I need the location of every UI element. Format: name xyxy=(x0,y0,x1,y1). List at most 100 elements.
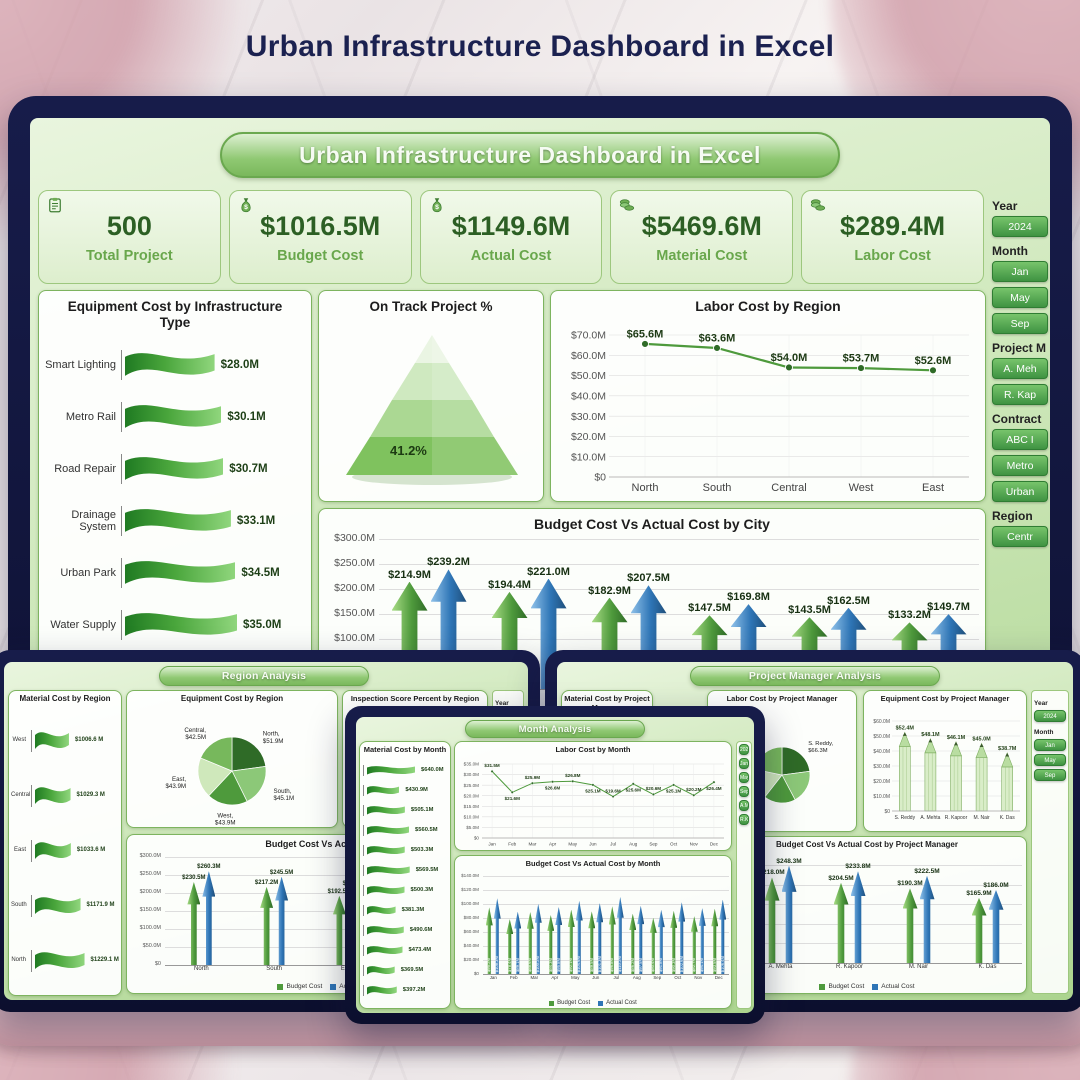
svg-text:$60.0M: $60.0M xyxy=(873,719,890,725)
flag-row: Water Supply $35.0M xyxy=(45,599,307,651)
equipment-pm-panel: Equipment Cost by Project Manager $60.0M… xyxy=(863,690,1027,832)
slicer-button[interactable]: Sep xyxy=(992,313,1048,334)
bar-value-label: $233.8M xyxy=(845,863,871,871)
equipment-region-pie: North,$51.9MSouth,$45.1MWest,$43.9MEast,… xyxy=(165,727,295,825)
svg-text:$0: $0 xyxy=(884,809,890,815)
slicer-button[interactable]: Centr xyxy=(992,526,1048,547)
slicer-button[interactable]: May xyxy=(739,772,749,783)
slicer-button[interactable]: Sep xyxy=(739,786,749,797)
month-analysis-laptop: Month Analysis Material Cost by Month $6… xyxy=(345,706,765,1024)
chart-title: Labor Cost by Project Manager xyxy=(726,694,838,703)
bar-value-label: $88.6M xyxy=(527,958,533,972)
flag-bar xyxy=(363,944,403,956)
y-axis-tick: $100.0M xyxy=(461,901,479,906)
bar-value-label: $143.5M xyxy=(788,604,831,617)
gridline xyxy=(483,876,729,877)
gridline xyxy=(746,923,1022,925)
actual-bar xyxy=(988,890,1004,963)
budget-bar xyxy=(187,882,201,965)
material-flag-rows: $640.0M $430.9M $505.1M $560.5M $503.3M $569.… xyxy=(363,760,448,1000)
flag-bar xyxy=(363,764,415,776)
x-axis-line xyxy=(165,965,517,966)
svg-text:$54.0M: $54.0M xyxy=(771,352,808,364)
gridline xyxy=(746,884,1022,886)
bar-value-label: $82.7M xyxy=(691,958,697,972)
slicer-button[interactable]: May xyxy=(992,287,1048,308)
clipboard-icon xyxy=(46,196,64,219)
kpi-card: $289.4M Labor Cost xyxy=(801,190,984,284)
svg-text:$0: $0 xyxy=(474,836,480,841)
bar-value-label: $94.1M xyxy=(699,958,705,972)
chart-title: Budget Cost Vs Actual Cost by City xyxy=(534,516,770,532)
slicer-button[interactable]: Sep xyxy=(1034,769,1066,781)
flag-row: Central $1029.3 M xyxy=(11,768,119,823)
slicer-label: Year xyxy=(992,199,1018,213)
svg-text:May: May xyxy=(568,842,577,847)
flag-bar xyxy=(363,884,405,896)
flag-row: North $1229.1 M xyxy=(11,933,119,988)
svg-text:Jul: Jul xyxy=(610,842,616,847)
flag-bar xyxy=(363,804,405,816)
svg-text:R. Kapoor: R. Kapoor xyxy=(945,815,968,821)
gridline xyxy=(483,918,729,919)
y-axis-tick: $50.0M xyxy=(142,943,161,950)
bar-value-label: $222.5M xyxy=(914,867,940,875)
legend-swatch xyxy=(549,1000,555,1006)
x-axis-label: Oct xyxy=(674,975,682,980)
flag-row-value: $473.4M xyxy=(408,946,432,953)
slicer-button[interactable]: 2024 xyxy=(992,216,1048,237)
kpi-value: $289.4M xyxy=(840,210,946,241)
actual-bar: $100.2M xyxy=(534,903,542,974)
chart-title: Budget Cost Vs Actual Cost by Project Ma… xyxy=(776,840,958,849)
slicer-button[interactable]: 2024 xyxy=(739,744,749,755)
actual-bar: $102.6M xyxy=(678,902,686,974)
bar-value-label: $102.6M xyxy=(678,955,684,972)
svg-text:Mar: Mar xyxy=(528,842,536,847)
slicer-button[interactable]: Jan xyxy=(1034,739,1066,751)
bar-value-label: $106.4M xyxy=(719,955,725,972)
slicer-button[interactable]: R.K xyxy=(739,814,749,825)
slicer-button[interactable]: A. Meh xyxy=(992,358,1048,379)
kpi-value: 500 xyxy=(106,210,152,241)
gridline xyxy=(483,932,729,933)
bar-value-label: $95.2M xyxy=(486,958,492,972)
actual-bar xyxy=(275,876,289,965)
slicer-button[interactable]: A.M xyxy=(739,800,749,811)
x-axis-label: M. Nair xyxy=(908,964,929,970)
svg-text:$10.0M: $10.0M xyxy=(571,451,606,463)
slicer-button[interactable]: Urban xyxy=(992,481,1048,502)
labor-region-chart-panel: Labor Cost by Region $70.0M $60.0M $50.0M $… xyxy=(550,290,986,502)
flag-row-label: Drainage System xyxy=(71,508,116,533)
slicer-button[interactable]: 2024 xyxy=(1034,710,1066,722)
svg-text:$25.1M: $25.1M xyxy=(585,789,600,794)
slicer-button[interactable]: Metro xyxy=(992,455,1048,476)
flag-row: $500.3M xyxy=(363,880,448,900)
svg-text:$45.1M: $45.1M xyxy=(274,795,295,802)
slicer-button[interactable]: May xyxy=(1034,754,1066,766)
svg-text:$40.0M: $40.0M xyxy=(873,749,890,755)
flag-row: East $1033.6 M xyxy=(11,823,119,878)
slicer-label: Month xyxy=(1034,729,1054,736)
budget-bar: $96.8M xyxy=(608,906,616,974)
flag-row-label: Urban Park xyxy=(60,566,116,579)
money-bag-icon: $ xyxy=(237,196,255,219)
x-axis-label: May xyxy=(571,975,580,980)
slicer-button[interactable]: ABC I xyxy=(992,429,1048,450)
flag-row: $381.3M xyxy=(363,900,448,920)
bar-value-label: $182.9M xyxy=(588,584,631,597)
y-axis-tick: $150.0M xyxy=(334,607,375,620)
bar-value-label: $90.3M xyxy=(670,958,676,972)
bar-value-label: $239.2M xyxy=(427,556,470,569)
gridline xyxy=(483,904,729,905)
flag-row-label: South xyxy=(11,902,27,909)
slicer-label: Year xyxy=(1034,700,1048,707)
svg-text:$30.0M: $30.0M xyxy=(873,764,890,770)
flag-row-value: $640.0M xyxy=(421,766,444,773)
actual-bar: $89.1M xyxy=(514,911,522,974)
chart-legend: Budget Cost Actual Cost xyxy=(455,1000,731,1006)
actual-bar xyxy=(919,875,935,963)
gridline xyxy=(746,864,1022,866)
slicer-button[interactable]: Jan xyxy=(739,758,749,769)
slicer-button[interactable]: R. Kap xyxy=(992,384,1048,405)
slicer-button[interactable]: Jan xyxy=(992,261,1048,282)
